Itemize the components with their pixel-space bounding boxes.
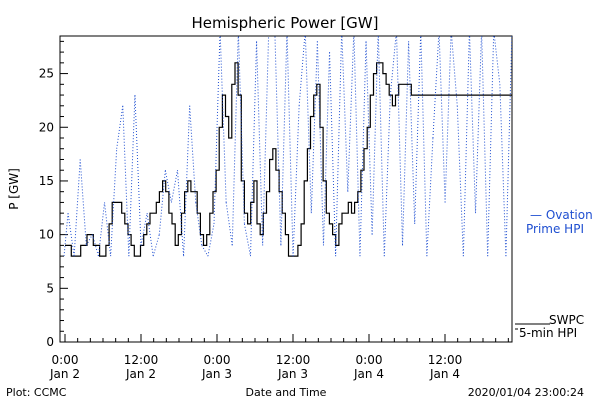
ovation-segment — [499, 84, 507, 257]
ovation-segment — [170, 170, 179, 203]
ovation-segment — [426, 137, 434, 257]
ovation-segment — [134, 95, 142, 246]
legend-ovation-line2: Prime HPI — [526, 222, 584, 236]
x-tick-time-label: 12:00 — [276, 353, 311, 367]
y-tick-label: 20 — [39, 120, 54, 134]
y-axis-label: P [GW] — [7, 168, 21, 210]
ovation-segment — [316, 41, 324, 246]
ovation-segment — [481, 36, 489, 257]
ovation-segment — [310, 41, 318, 214]
y-tick-label: 10 — [39, 228, 54, 242]
ovation-segment — [91, 234, 99, 257]
ovation-segment — [402, 41, 410, 246]
ovation-segment — [462, 36, 470, 257]
ovation-segment — [201, 245, 209, 257]
ovation-segment — [353, 36, 361, 257]
ovation-segment — [420, 36, 428, 257]
ovation-segment — [383, 95, 391, 257]
ovation-segment — [79, 159, 87, 246]
chart-title: Hemispheric Power [GW] — [192, 14, 379, 32]
ovation-segment — [225, 202, 233, 246]
ovation-segment — [237, 36, 245, 224]
y-tick-label: 0 — [46, 335, 54, 349]
ovation-segment — [451, 36, 458, 106]
ovation-segment — [195, 202, 203, 246]
ovation-segment — [329, 52, 337, 257]
ovation-segment — [128, 95, 136, 257]
ovation-segment — [505, 36, 512, 257]
series-layer — [63, 36, 512, 257]
ovation-segment — [243, 223, 251, 257]
ovation-segment — [408, 41, 416, 224]
ovation-segment — [365, 41, 373, 235]
ovation-segment — [189, 105, 197, 203]
ovation-segment — [67, 213, 75, 257]
ovation-segment — [438, 36, 446, 203]
y-tick-label: 25 — [39, 67, 54, 81]
x-tick-date-label: Jan 2 — [125, 367, 156, 381]
ovation-segment — [213, 36, 221, 224]
x-tick-date-label: Jan 3 — [201, 367, 232, 381]
ovation-segment — [164, 170, 172, 203]
ovation-segment — [347, 36, 355, 192]
y-tick-label: 15 — [39, 174, 54, 188]
ovation-segment — [146, 213, 154, 257]
ovation-segment — [73, 159, 81, 257]
x-tick-time-label: 12:00 — [124, 353, 159, 367]
swpc-line — [65, 62, 512, 257]
x-tick-time-label: 0:00 — [356, 353, 383, 367]
ovation-segment — [152, 234, 160, 257]
ovation-segment — [63, 213, 69, 257]
ovation-segment — [183, 105, 191, 257]
ovation-segment — [116, 105, 124, 149]
legend-swpc-line2: 5-min HPI — [519, 326, 577, 340]
ovation-segment — [493, 36, 501, 85]
x-tick-time-label: 12:00 — [428, 353, 463, 367]
legend-ovation-line1: — Ovation — [530, 208, 593, 222]
ovation-segment — [475, 36, 482, 214]
ovation-segment — [97, 202, 106, 257]
x-tick-time-label: 0:00 — [52, 353, 79, 367]
ovation-segment — [249, 41, 258, 257]
ovation-segment — [371, 36, 379, 235]
ovation-segment — [207, 223, 215, 257]
ovation-segment — [140, 213, 148, 246]
ovation-segment — [85, 234, 93, 246]
ovation-segment — [456, 105, 464, 257]
x-tick-date-label: Jan 2 — [49, 367, 80, 381]
ovation-segment — [414, 36, 422, 224]
plot-frame — [59, 35, 513, 343]
ovation-segment — [322, 52, 331, 246]
y-tick-label: 5 — [46, 281, 54, 295]
ovation-segment — [158, 170, 166, 235]
ovation-segment — [469, 36, 477, 214]
ovation-segment — [122, 105, 130, 257]
x-tick-date-label: Jan 3 — [277, 367, 308, 381]
footer-xlabel: Date and Time — [246, 386, 327, 399]
ovation-segment — [304, 36, 312, 214]
ovation-segment — [292, 105, 300, 257]
footer-plot-source: Plot: CCMC — [6, 386, 67, 399]
ovation-segment — [389, 36, 397, 96]
ovation-segment — [286, 36, 294, 257]
ovation-segment — [335, 36, 343, 257]
ovation-segment — [256, 41, 264, 246]
x-tick-time-label: 0:00 — [204, 353, 231, 367]
ovation-segment — [444, 36, 452, 203]
ovation-segment — [298, 36, 306, 106]
x-tick-date-label: Jan 4 — [353, 367, 384, 381]
ovation-segment — [104, 202, 112, 257]
ovation-segment — [432, 36, 440, 139]
ovation-segment — [487, 36, 495, 257]
legend-swpc-line1: SWPC — [549, 313, 584, 327]
ovation-segment — [396, 36, 404, 246]
y-axis: 0 5 10 15 20 25 — [39, 40, 68, 349]
ovation-segment — [341, 36, 349, 192]
ovation-segment — [274, 36, 282, 246]
x-tick-date-label: Jan 4 — [429, 367, 460, 381]
footer-timestamp: 2020/01/04 23:00:24 — [468, 386, 584, 399]
